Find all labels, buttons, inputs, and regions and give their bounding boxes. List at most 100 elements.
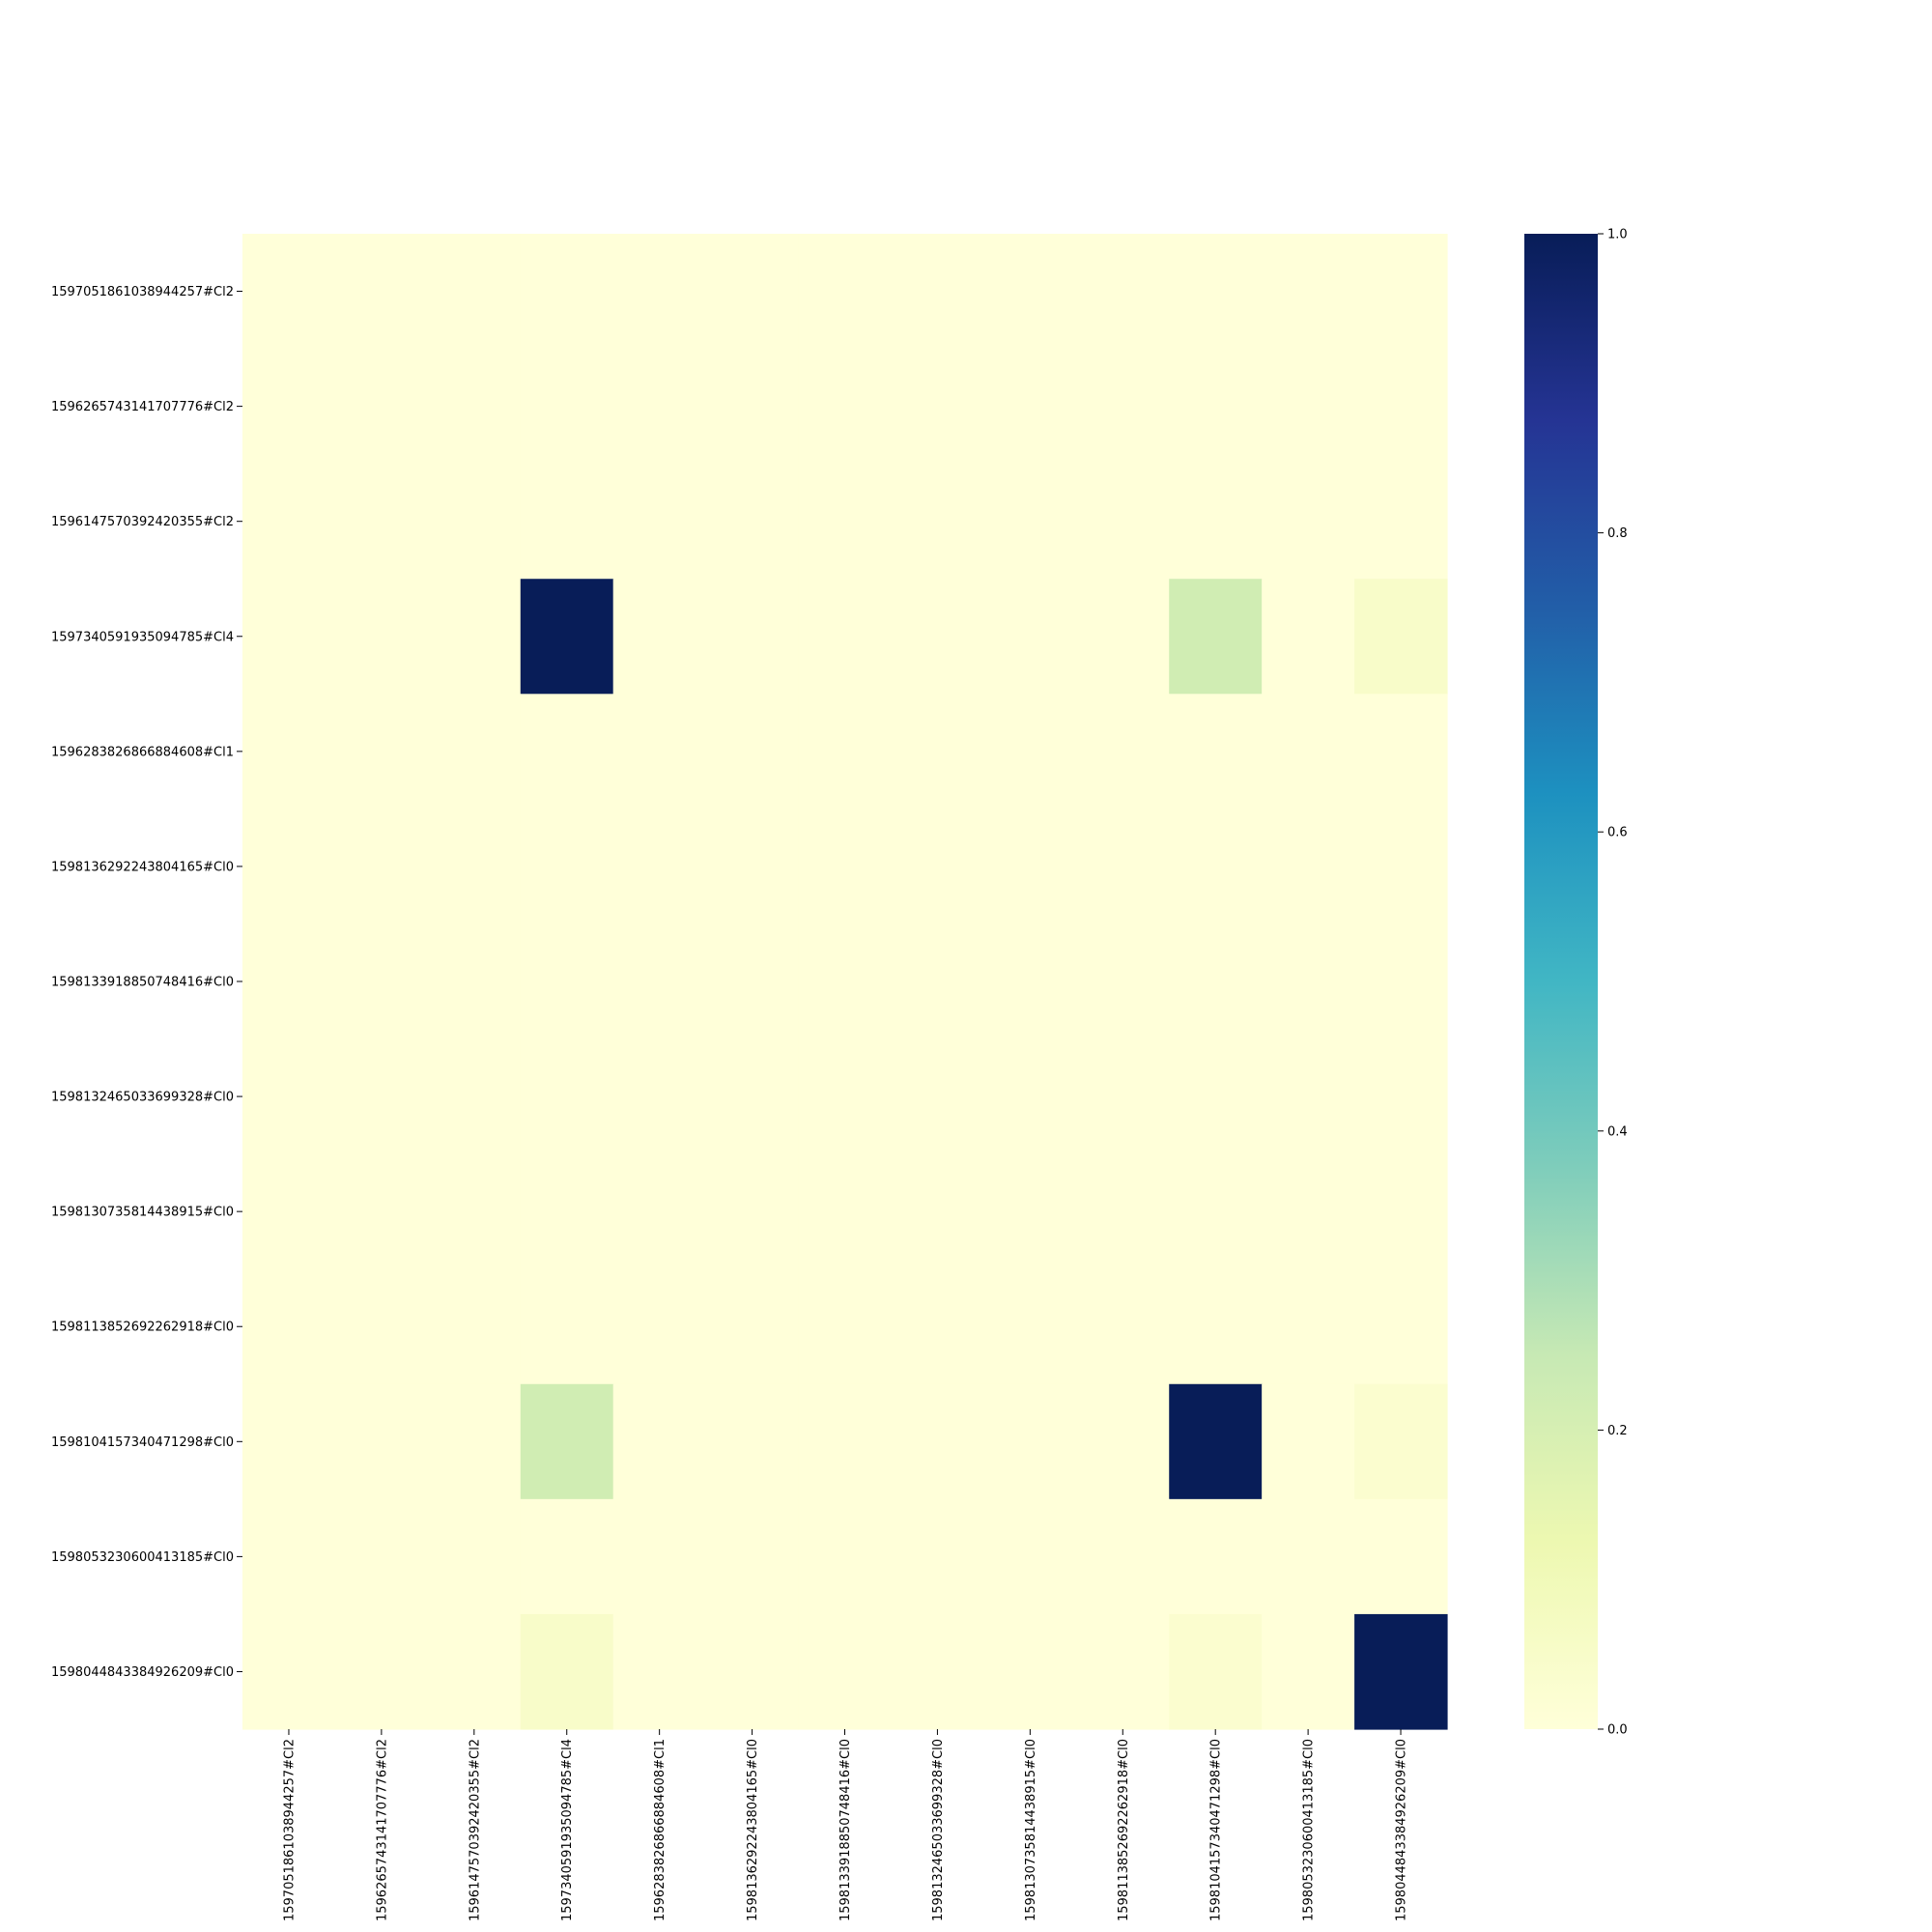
heatmap-cell	[612, 349, 707, 465]
colorbar-tick-label: 0.8	[1607, 526, 1628, 541]
heatmap-cell	[334, 1038, 429, 1155]
heatmap-cell	[242, 1268, 336, 1385]
heatmap-cell	[891, 923, 984, 1040]
heatmap-cell	[612, 464, 707, 580]
row-label: 1598113852692262918#Cl0	[51, 1321, 234, 1335]
heatmap-cell	[798, 464, 893, 580]
heatmap-cell	[520, 464, 614, 580]
heatmap-cell	[242, 579, 336, 695]
column-label: 1598053230600413185#Cl0	[1302, 1739, 1317, 1921]
heatmap-cell	[983, 1498, 1077, 1615]
heatmap-cell	[427, 1268, 522, 1385]
row-label: 1597051861038944257#Cl2	[51, 285, 234, 299]
row-label: 1596147570392420355#Cl2	[51, 515, 234, 529]
heatmap-cell	[891, 694, 984, 810]
colorbar-gradient	[1524, 234, 1598, 1729]
heatmap-cell	[1169, 1268, 1263, 1385]
heatmap-cell	[705, 1498, 800, 1615]
row-label: 1598136292243804165#Cl0	[51, 860, 234, 874]
heatmap-cell	[1169, 1038, 1263, 1155]
column-label: 1598044843384926209#Cl0	[1395, 1739, 1409, 1921]
heatmap-cell	[427, 464, 522, 580]
heatmap-cell	[427, 1153, 522, 1270]
heatmap-cell	[1076, 1038, 1170, 1155]
heatmap-cell	[1169, 234, 1263, 350]
heatmap-cell	[242, 1038, 336, 1155]
column-label: 1598104157340471298#Cl0	[1209, 1739, 1224, 1921]
heatmap-cell	[1262, 1038, 1355, 1155]
heatmap-cell	[1169, 694, 1263, 810]
heatmap-cell	[1354, 923, 1448, 1040]
colorbar-tick-label: 0.4	[1607, 1124, 1628, 1139]
heatmap-cell	[1169, 1613, 1263, 1730]
heatmap-cell	[427, 923, 522, 1040]
heatmap-cell	[1262, 1268, 1355, 1385]
heatmap-cell	[1076, 1613, 1170, 1730]
heatmap-cell	[334, 1383, 429, 1500]
column-label: 1596265743141707776#Cl2	[375, 1739, 389, 1921]
heatmap-cell	[242, 1383, 336, 1500]
heatmap-cell	[983, 234, 1077, 350]
heatmap-cell	[798, 694, 893, 810]
heatmap-cell	[334, 234, 429, 350]
heatmap-cell	[705, 694, 800, 810]
heatmap-cell	[1354, 234, 1448, 350]
heatmap-cell	[983, 1613, 1077, 1730]
heatmap-cell	[1354, 694, 1448, 810]
heatmap-cell	[1169, 464, 1263, 580]
heatmap-cell	[612, 694, 707, 810]
row-label: 1597340591935094785#Cl4	[51, 630, 234, 644]
heatmap-cell	[798, 579, 893, 695]
heatmap-cell	[520, 923, 614, 1040]
row-label: 1598104157340471298#Cl0	[51, 1435, 234, 1450]
heatmap-cell	[798, 923, 893, 1040]
heatmap-cell	[1354, 1268, 1448, 1385]
heatmap-cell	[1354, 1498, 1448, 1615]
heatmap-cell	[798, 1268, 893, 1385]
heatmap-cell	[242, 1498, 336, 1615]
heatmap-cell	[891, 809, 984, 925]
heatmap-cell	[983, 1038, 1077, 1155]
heatmap-cell	[1076, 234, 1170, 350]
heatmap-cell	[1076, 349, 1170, 465]
colorbar-ticks: 0.0 0.2 0.4 0.6 0.8 1.0	[1598, 228, 1628, 1738]
heatmap-cell	[1076, 694, 1170, 810]
colorbar-tick-label: 0.0	[1607, 1723, 1628, 1738]
heatmap-cell	[891, 579, 984, 695]
heatmap-cell	[1354, 1383, 1448, 1500]
heatmap-cell	[798, 809, 893, 925]
heatmap-cell	[983, 809, 1077, 925]
heatmap-cell	[983, 923, 1077, 1040]
heatmap-cell	[334, 1613, 429, 1730]
heatmap-cell	[1076, 1498, 1170, 1615]
heatmap-cell	[242, 464, 336, 580]
heatmap-cell	[1262, 579, 1355, 695]
heatmap-cell	[983, 464, 1077, 580]
heatmap-cell	[1169, 349, 1263, 465]
heatmap-cell	[520, 579, 614, 695]
heatmap-cell	[520, 694, 614, 810]
heatmap-cell	[612, 923, 707, 1040]
column-label: 1596147570392420355#Cl2	[468, 1739, 482, 1921]
heatmap-cell	[242, 923, 336, 1040]
heatmap-cell	[612, 234, 707, 350]
heatmap-cell	[612, 1153, 707, 1270]
heatmap-cell	[1076, 579, 1170, 695]
heatmap-cell	[427, 1613, 522, 1730]
heatmap-cell	[242, 1613, 336, 1730]
heatmap-cell	[798, 1613, 893, 1730]
heatmap-cell	[334, 1498, 429, 1615]
heatmap-cell	[1076, 1268, 1170, 1385]
colorbar-tick-label: 1.0	[1607, 228, 1628, 242]
colorbar-tick-label: 0.2	[1607, 1424, 1628, 1438]
heatmap-cell	[520, 1613, 614, 1730]
heatmap-cell	[520, 1153, 614, 1270]
column-label: 1597051861038944257#Cl2	[282, 1739, 297, 1921]
colorbar-tick-label: 0.6	[1607, 826, 1628, 840]
heatmap-cell	[891, 1268, 984, 1385]
heatmap-cell	[798, 1153, 893, 1270]
heatmap-cell	[1169, 1153, 1263, 1270]
heatmap-cell	[612, 1613, 707, 1730]
heatmap-cell	[334, 1153, 429, 1270]
heatmap-cell	[612, 1268, 707, 1385]
